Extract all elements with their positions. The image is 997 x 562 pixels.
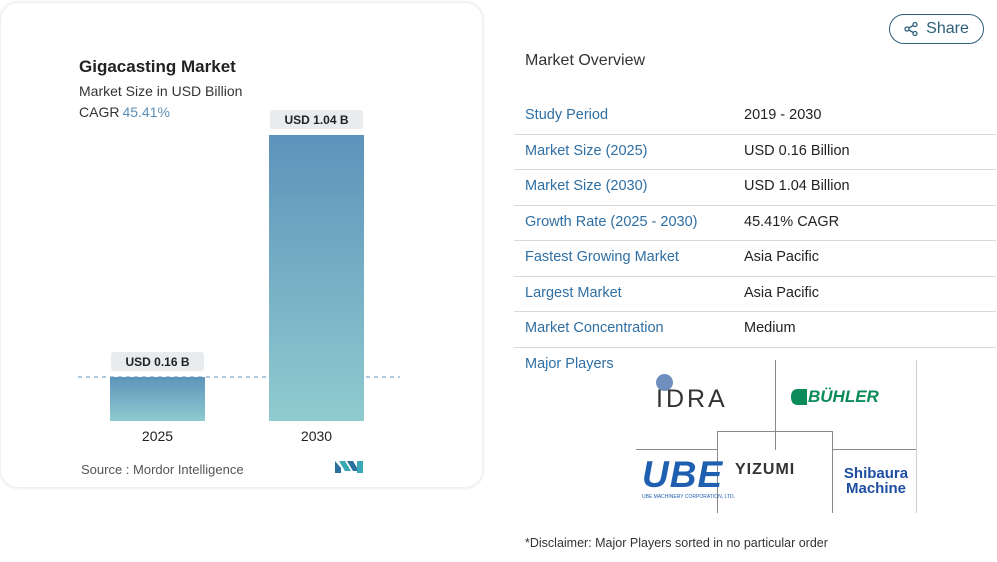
share-icon — [904, 22, 918, 36]
player-name: BÜHLER — [808, 387, 879, 406]
idra-dot-icon — [656, 374, 673, 391]
data-label-bg — [270, 110, 363, 129]
row-label: Market Size (2030) — [525, 178, 648, 194]
row-value: 45.41% CAGR — [744, 213, 840, 230]
overview-row: Market Size (2030) USD 1.04 Billion — [514, 170, 996, 206]
grid-divider — [775, 360, 776, 450]
player-logo-ube: UBE UBE MACHINERY CORPORATION, LTD. — [642, 454, 735, 501]
bar-2025 — [110, 377, 205, 421]
overview-row: Fastest Growing Market Asia Pacific — [514, 241, 996, 277]
row-label: Largest Market — [525, 284, 622, 301]
cagr-line: CAGR 45.41% — [79, 104, 170, 120]
row-label: Market Concentration — [525, 320, 664, 336]
chart-title: Gigacasting Market — [79, 57, 236, 76]
overview-title: Market Overview — [525, 52, 646, 69]
player-name: UBE — [642, 454, 724, 495]
player-logo-buhler: BÜHLER — [791, 387, 879, 407]
bar-chart: USD 0.16 B 2025 USD 1.04 B 2030 — [78, 110, 400, 444]
overview-row: Growth Rate (2025 - 2030) 45.41% CAGR — [514, 206, 996, 241]
row-value: Asia Pacific — [744, 284, 819, 301]
chart-source: Source : Mordor Intelligence — [81, 462, 244, 477]
share-button[interactable]: Share — [889, 14, 984, 44]
data-label-bg — [111, 352, 204, 371]
player-name: IDRA — [656, 385, 728, 413]
share-label: Share — [926, 20, 969, 37]
player-logo-shibaura: Shibaura Machine — [836, 466, 916, 496]
bar-2030 — [269, 135, 364, 421]
row-value: 2019 - 2030 — [744, 107, 822, 123]
ube-tagline: UBE MACHINERY CORPORATION, LTD. — [642, 494, 735, 500]
grid-divider — [916, 360, 917, 513]
major-players-label: Major Players — [525, 356, 614, 372]
overview-row: Market Size (2025) USD 0.16 Billion — [514, 135, 996, 170]
row-value: Asia Pacific — [744, 249, 819, 265]
overview-row: Market Concentration Medium — [514, 312, 996, 348]
data-label: USD 1.04 B — [284, 113, 348, 127]
overview-table: Study Period 2019 - 2030 Market Size (202… — [514, 99, 996, 348]
x-tick-label: 2030 — [301, 428, 332, 444]
row-value: USD 1.04 Billion — [744, 178, 850, 194]
cagr-label: CAGR — [79, 104, 120, 120]
grid-divider — [832, 431, 833, 513]
row-label: Market Size (2025) — [525, 142, 648, 159]
player-name: YIZUMI — [735, 461, 796, 478]
overview-row: Largest Market Asia Pacific — [514, 277, 996, 312]
grid-divider — [636, 449, 717, 450]
row-value: Medium — [744, 320, 796, 336]
x-tick-label: 2025 — [142, 428, 173, 444]
cagr-value: 45.41% — [122, 104, 170, 120]
player-logo-idra: IDRA — [656, 374, 728, 414]
grid-divider — [832, 449, 916, 450]
market-chart-card — [0, 2, 483, 488]
overview-row: Study Period 2019 - 2030 — [514, 99, 996, 135]
row-label: Growth Rate (2025 - 2030) — [525, 213, 698, 230]
chart-subtitle: Market Size in USD Billion — [79, 83, 243, 99]
row-label: Fastest Growing Market — [525, 249, 679, 265]
player-name: Shibaura Machine — [843, 465, 909, 497]
row-value: USD 0.16 Billion — [744, 142, 850, 159]
grid-divider — [717, 431, 718, 513]
mordor-logo-icon — [335, 461, 363, 473]
data-label: USD 0.16 B — [125, 355, 189, 369]
grid-divider — [717, 431, 833, 432]
buhler-swoosh-icon — [791, 389, 807, 405]
player-logo-yizumi: YIZUMI — [735, 461, 795, 479]
row-label: Study Period — [525, 107, 609, 123]
disclaimer: *Disclaimer: Major Players sorted in no … — [525, 536, 828, 550]
